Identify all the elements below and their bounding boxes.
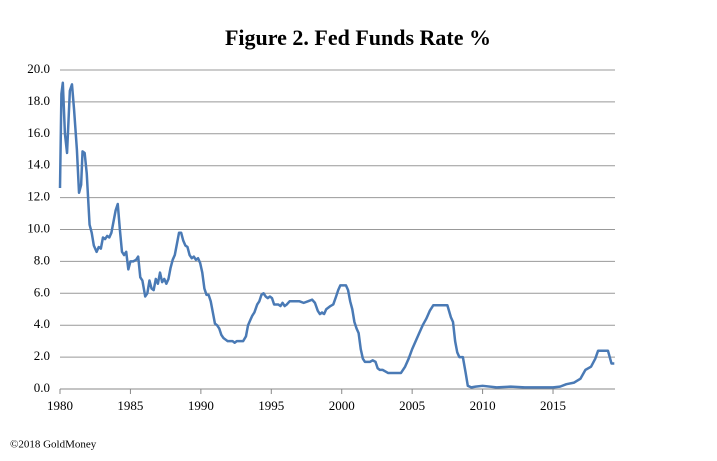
y-tick-label: 8.0 <box>34 252 50 267</box>
y-tick-label: 6.0 <box>34 284 50 299</box>
y-tick-label: 20.0 <box>27 61 50 76</box>
y-tick-label: 2.0 <box>34 348 50 363</box>
y-tick-label: 10.0 <box>27 220 50 235</box>
chart-title: Figure 2. Fed Funds Rate % <box>225 25 491 50</box>
y-tick-label: 14.0 <box>27 157 50 172</box>
x-tick-label: 2000 <box>329 398 355 413</box>
x-tick-label: 2010 <box>470 398 496 413</box>
y-tick-label: 18.0 <box>27 93 50 108</box>
y-tick-label: 16.0 <box>27 125 50 140</box>
x-tick-label: 1995 <box>258 398 284 413</box>
y-tick-label: 4.0 <box>34 316 50 331</box>
x-tick-label: 1990 <box>188 398 214 413</box>
series-line <box>58 81 615 389</box>
x-tick-label: 2005 <box>399 398 425 413</box>
x-tick-label: 1985 <box>117 398 143 413</box>
y-tick-label: 12.0 <box>27 189 50 204</box>
x-tick-label: 1980 <box>47 398 73 413</box>
footnote: ©2018 GoldMoney <box>10 439 97 451</box>
x-tick-label: 2015 <box>540 398 566 413</box>
y-tick-label: 0.0 <box>34 380 50 395</box>
